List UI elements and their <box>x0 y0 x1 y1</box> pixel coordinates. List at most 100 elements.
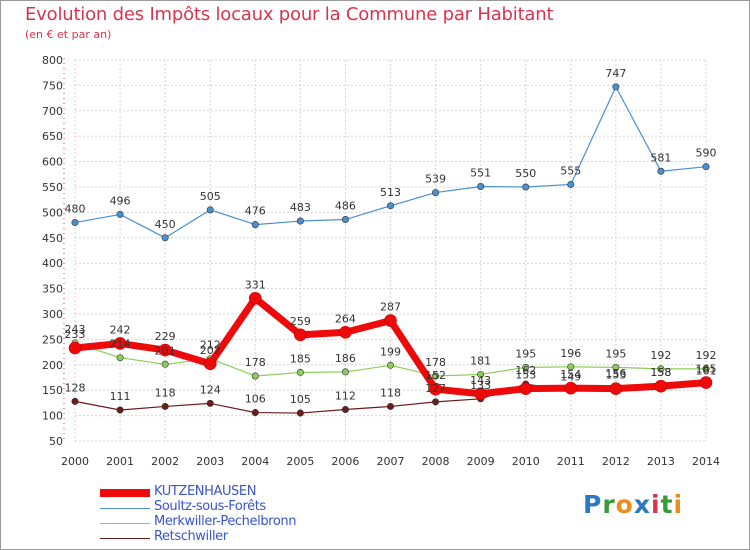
x-tick-label: 2000 <box>61 455 89 468</box>
data-point-merkwiller-pechelbronn <box>161 360 169 368</box>
y-tick-label: 50 <box>49 435 63 448</box>
data-label-retschwiller: 156 <box>605 367 626 380</box>
data-point-kutzenhausen <box>113 337 127 350</box>
y-tick-label: 650 <box>42 130 63 143</box>
x-tick-label: 2004 <box>241 455 269 468</box>
data-label-retschwiller: 106 <box>245 393 266 406</box>
data-label-soultz-sous-for-ts: 450 <box>155 218 176 231</box>
data-point-kutzenhausen <box>609 382 623 395</box>
y-tick-label: 100 <box>42 410 63 423</box>
data-label-merkwiller-pechelbronn: 212 <box>200 339 221 352</box>
data-point-merkwiller-pechelbronn <box>477 370 485 378</box>
data-point-soultz-sous-for-ts <box>657 167 665 175</box>
data-label-kutzenhausen: 264 <box>335 312 356 325</box>
data-label-kutzenhausen: 152 <box>425 369 446 382</box>
data-point-merkwiller-pechelbronn <box>386 361 394 369</box>
data-point-merkwiller-pechelbronn <box>567 363 575 371</box>
data-label-kutzenhausen: 287 <box>380 301 401 314</box>
data-label-merkwiller-pechelbronn: 178 <box>245 356 266 369</box>
data-label-kutzenhausen: 242 <box>110 323 131 336</box>
data-point-soultz-sous-for-ts <box>116 210 124 218</box>
data-label-retschwiller: 124 <box>200 383 221 396</box>
data-label-soultz-sous-for-ts: 476 <box>245 205 266 218</box>
data-point-kutzenhausen <box>68 341 82 355</box>
x-tick-label: 2010 <box>512 455 540 468</box>
data-label-kutzenhausen: 233 <box>65 328 86 341</box>
data-point-kutzenhausen <box>429 382 442 396</box>
y-tick-label: 550 <box>42 181 63 194</box>
legend-swatch <box>100 489 150 497</box>
data-label-retschwiller: 149 <box>560 371 581 384</box>
data-label-kutzenhausen: 202 <box>200 344 221 357</box>
x-tick-label: 2013 <box>647 455 675 468</box>
y-tick-label: 300 <box>42 308 63 321</box>
data-label-kutzenhausen: 153 <box>515 369 536 382</box>
data-point-soultz-sous-for-ts <box>71 219 79 227</box>
data-label-merkwiller-pechelbronn: 214 <box>110 338 131 351</box>
y-tick-label: 400 <box>42 257 63 270</box>
data-label-retschwiller: 127 <box>425 382 446 395</box>
data-point-kutzenhausen <box>294 328 307 342</box>
data-point-retschwiller <box>296 409 304 417</box>
data-label-merkwiller-pechelbronn: 195 <box>515 347 536 360</box>
y-tick-label: 700 <box>42 105 63 118</box>
data-point-kutzenhausen <box>474 387 487 401</box>
series <box>68 83 713 417</box>
legend-label: KUTZENHAUSEN <box>154 484 257 499</box>
y-tick-label: 350 <box>42 283 63 296</box>
y-tick-label: 200 <box>42 359 63 372</box>
data-label-kutzenhausen: 153 <box>605 369 626 382</box>
data-point-retschwiller <box>161 402 169 410</box>
y-tick-label: 800 <box>42 54 63 67</box>
axes: 50 100 150 200 250 300 350 400 450 500 550 600 650 70… <box>42 54 720 468</box>
data-point-merkwiller-pechelbronn <box>432 372 440 380</box>
data-label-retschwiller: 118 <box>380 386 401 399</box>
data-point-merkwiller-pechelbronn <box>296 368 304 376</box>
y-tick-label: 150 <box>42 384 63 397</box>
data-point-merkwiller-pechelbronn <box>251 372 259 380</box>
data-point-retschwiller <box>341 406 349 414</box>
y-tick-label: 500 <box>42 206 63 219</box>
y-tick-label: 250 <box>42 333 63 346</box>
data-point-merkwiller-pechelbronn <box>116 354 124 362</box>
data-point-soultz-sous-for-ts <box>341 216 349 224</box>
data-label-retschwiller: 161 <box>696 365 717 378</box>
data-point-retschwiller <box>251 409 259 417</box>
data-label-retschwiller: 112 <box>335 390 356 403</box>
x-tick-label: 2014 <box>692 455 720 468</box>
data-point-kutzenhausen <box>158 343 172 357</box>
x-tick-label: 2002 <box>151 455 179 468</box>
data-labels: 480 496 450 505 476 483 486 513 539 551 550 555 747 5… <box>65 67 717 406</box>
data-label-soultz-sous-for-ts: 539 <box>425 173 446 186</box>
data-label-soultz-sous-for-ts: 555 <box>560 164 581 177</box>
data-point-soultz-sous-for-ts <box>432 189 440 197</box>
y-tick-label: 750 <box>42 79 63 92</box>
legend-label: Retschwiller <box>154 529 228 544</box>
x-tick-label: 2008 <box>422 455 450 468</box>
data-label-kutzenhausen: 154 <box>560 368 581 381</box>
legend-swatch <box>100 508 150 509</box>
data-point-kutzenhausen <box>339 325 352 339</box>
legend-label: Soultz-sous-Forêts <box>154 499 266 514</box>
data-label-retschwiller: 118 <box>155 386 176 399</box>
data-point-merkwiller-pechelbronn <box>612 363 620 371</box>
data-point-soultz-sous-for-ts <box>251 221 259 229</box>
data-point-retschwiller <box>71 397 79 405</box>
data-point-soultz-sous-for-ts <box>296 217 304 225</box>
data-label-merkwiller-pechelbronn: 196 <box>560 347 581 360</box>
data-point-retschwiller <box>386 402 394 410</box>
data-point-merkwiller-pechelbronn <box>341 368 349 376</box>
data-label-kutzenhausen: 259 <box>290 315 311 328</box>
data-label-soultz-sous-for-ts: 483 <box>290 201 311 214</box>
x-tick-label: 2011 <box>557 455 585 468</box>
legend-label: Merkwiller-Pechelbronn <box>154 514 297 529</box>
data-point-kutzenhausen <box>564 381 578 395</box>
data-label-soultz-sous-for-ts: 590 <box>696 147 717 160</box>
legend-swatch <box>100 523 150 524</box>
data-label-merkwiller-pechelbronn: 181 <box>470 354 491 367</box>
data-point-kutzenhausen <box>654 379 668 393</box>
x-tick-label: 2007 <box>377 455 405 468</box>
x-tick-label: 2005 <box>286 455 314 468</box>
